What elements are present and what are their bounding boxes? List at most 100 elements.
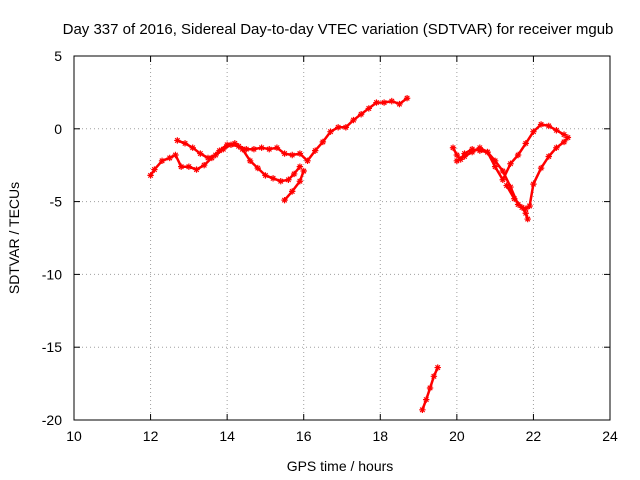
data-point — [334, 124, 342, 131]
data-point — [545, 153, 552, 160]
data-point — [296, 178, 304, 185]
data-point — [208, 154, 216, 162]
data-point — [281, 196, 288, 204]
data-point — [514, 151, 522, 159]
data-point — [212, 151, 219, 159]
data-point — [327, 128, 334, 135]
data-point — [262, 172, 269, 179]
data-point — [342, 124, 350, 131]
x-tick-labels: 10 12 14 16 18 20 22 24 — [66, 428, 618, 444]
data-point — [453, 157, 461, 165]
data-point — [266, 145, 273, 153]
data-point — [223, 141, 231, 149]
data-point — [499, 167, 506, 175]
series-4 — [449, 134, 572, 213]
x-tick-label: 10 — [66, 428, 82, 444]
axis-ticks — [73, 55, 611, 421]
data-point — [365, 105, 372, 112]
x-tick-label: 18 — [372, 428, 388, 444]
data-point — [300, 167, 307, 175]
data-point — [530, 180, 537, 188]
series-3 — [281, 167, 307, 204]
x-tick-label: 12 — [143, 428, 159, 444]
series-5 — [453, 121, 568, 183]
data-point — [503, 182, 510, 189]
data-point — [530, 128, 537, 135]
series-7 — [419, 364, 441, 414]
data-point — [250, 145, 258, 153]
data-point — [499, 176, 506, 183]
data-point — [524, 215, 531, 223]
data-point — [537, 121, 545, 128]
data-point — [312, 147, 319, 154]
data-point — [449, 144, 457, 151]
data-point — [560, 138, 568, 146]
data-point — [200, 162, 208, 169]
data-point — [243, 145, 250, 153]
data-point — [269, 175, 277, 182]
y-tick-label: 0 — [54, 121, 62, 137]
data-point — [468, 148, 476, 156]
data-point — [296, 150, 304, 157]
series-line — [283, 169, 305, 202]
data-point — [290, 170, 298, 178]
data-point — [178, 163, 185, 170]
data-point — [491, 157, 499, 165]
series-line — [451, 136, 570, 211]
data-point — [166, 154, 173, 162]
data-point — [518, 204, 526, 211]
data-point — [419, 406, 426, 414]
data-point — [560, 131, 568, 138]
data-point — [403, 95, 411, 102]
data-point — [289, 188, 296, 195]
data-point — [491, 163, 499, 170]
x-tick-label: 22 — [526, 428, 542, 444]
data-point — [522, 205, 529, 213]
y-tick-label: 5 — [54, 48, 62, 64]
x-tick-label: 14 — [219, 428, 235, 444]
y-tick-labels: -20 -15 -10 -5 0 5 — [42, 48, 62, 428]
data-point — [273, 144, 281, 151]
data-point — [484, 148, 491, 156]
data-point — [204, 154, 212, 162]
data-point — [289, 151, 296, 159]
data-point — [426, 384, 434, 392]
y-tick-label: -10 — [42, 266, 62, 282]
data-point — [507, 160, 514, 167]
data-point — [453, 151, 461, 159]
series-2 — [174, 95, 411, 165]
data-series — [147, 95, 572, 414]
data-point — [537, 164, 545, 172]
data-point — [193, 166, 200, 173]
data-point — [350, 116, 357, 124]
data-point — [545, 122, 552, 130]
data-point — [277, 178, 284, 185]
data-point — [522, 140, 529, 147]
data-point — [553, 127, 560, 134]
data-point — [254, 164, 261, 172]
data-point — [285, 176, 292, 183]
data-point — [373, 99, 380, 106]
data-point — [476, 144, 484, 151]
data-point — [197, 150, 204, 157]
data-point — [564, 134, 572, 141]
data-point — [220, 145, 227, 153]
data-point — [522, 210, 529, 217]
data-point — [258, 144, 265, 151]
data-point — [526, 202, 533, 210]
data-point — [319, 138, 327, 146]
series-line — [176, 96, 409, 163]
y-axis-label: SDTVAR / TECUs — [6, 182, 22, 294]
data-point — [461, 153, 468, 160]
x-tick-label: 24 — [602, 428, 618, 444]
data-point — [231, 140, 238, 147]
x-axis-label: GPS time / hours — [287, 458, 394, 474]
data-point — [181, 140, 189, 147]
data-point — [296, 163, 304, 170]
data-point — [185, 163, 193, 170]
data-point — [174, 137, 181, 144]
data-point — [507, 183, 514, 191]
data-point — [304, 157, 311, 165]
data-point — [430, 373, 438, 380]
